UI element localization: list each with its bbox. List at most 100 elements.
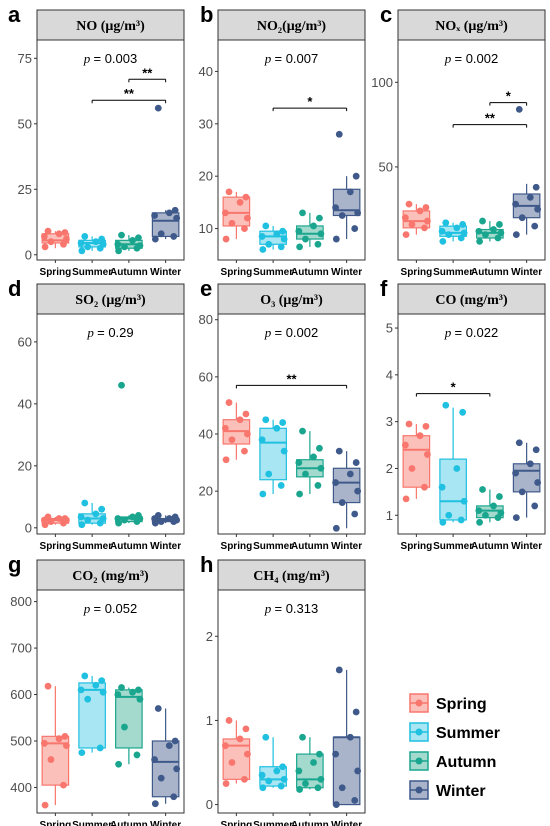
data-point (424, 451, 431, 458)
y-tick-label: 5 (386, 321, 393, 336)
data-point (222, 456, 230, 464)
y-tick-label: 20 (199, 484, 213, 499)
y-tick-label: 60 (18, 334, 32, 349)
data-point (532, 446, 540, 454)
plot-area (217, 39, 366, 261)
data-point (173, 214, 181, 222)
data-point (351, 796, 359, 804)
data-point (531, 222, 539, 230)
data-point (78, 749, 86, 757)
data-point (171, 513, 179, 521)
data-point (81, 233, 89, 240)
y-tick-label: 3 (386, 414, 393, 429)
y-tick-label: 40 (199, 427, 213, 442)
data-point (92, 510, 100, 518)
data-point (98, 505, 106, 513)
data-point (310, 759, 317, 766)
sig-label: ** (124, 86, 135, 101)
data-point (77, 686, 85, 694)
sig-label: * (506, 89, 512, 104)
data-point (512, 514, 520, 522)
data-point (241, 775, 248, 783)
data-point (280, 235, 288, 243)
y-tick-label: 80 (199, 312, 213, 327)
data-point (44, 227, 52, 235)
data-point (61, 229, 69, 236)
data-point (442, 401, 450, 409)
data-point (490, 226, 497, 233)
data-point (265, 240, 273, 248)
panel-letter: h (200, 552, 213, 577)
data-point (416, 432, 424, 440)
x-category-label: Summer (433, 541, 473, 552)
data-point (302, 470, 309, 478)
data-point (453, 465, 461, 472)
data-point (402, 231, 410, 239)
data-point (151, 235, 159, 243)
data-point (479, 486, 486, 493)
legend-label: Autumn (436, 754, 496, 771)
data-point (310, 222, 317, 230)
p-value-text: = 0.002 (455, 51, 499, 66)
y-tick-label: 40 (18, 396, 32, 411)
data-point (47, 756, 55, 763)
x-category-label: Winter (511, 541, 542, 552)
data-point (352, 172, 360, 180)
box-iqr (151, 212, 180, 238)
data-point (277, 243, 285, 251)
data-point (445, 511, 453, 519)
data-point (258, 771, 266, 779)
data-point (136, 695, 144, 703)
data-point (490, 502, 497, 510)
facet-title: O₃ (μg/m³) (260, 293, 323, 308)
data-point (118, 684, 125, 691)
data-point (351, 510, 359, 518)
x-category-label: Spring (221, 267, 253, 278)
y-tick-label: 10 (199, 221, 213, 236)
sig-label: ** (286, 371, 297, 386)
data-point (77, 513, 85, 521)
data-point (99, 240, 107, 248)
data-point (405, 420, 413, 428)
data-point (416, 207, 424, 215)
data-point (170, 233, 178, 240)
sig-label: * (451, 380, 457, 395)
data-point (154, 705, 162, 712)
data-point (439, 518, 447, 526)
data-point (135, 234, 142, 242)
facet-title: SO₂ (μg/m³) (75, 293, 146, 308)
data-point (317, 775, 325, 783)
p-value-text: = 0.052 (94, 601, 138, 616)
data-point (78, 247, 86, 255)
data-point (133, 751, 141, 759)
data-point (421, 483, 428, 491)
y-tick-label: 25 (18, 182, 32, 197)
data-point (299, 427, 306, 435)
data-point (518, 214, 526, 222)
data-point (277, 482, 285, 489)
data-point (55, 515, 63, 522)
data-point (459, 408, 467, 416)
data-point (405, 200, 413, 208)
data-point (129, 236, 136, 244)
data-point (236, 198, 244, 206)
data-point (439, 237, 447, 245)
y-tick-label: 400 (10, 780, 32, 795)
x-category-label: Winter (150, 541, 181, 552)
data-point (259, 784, 267, 792)
data-point (121, 243, 128, 251)
legend-key-dot (415, 757, 423, 765)
y-tick-label: 1 (206, 713, 213, 728)
box-spring (222, 191, 251, 240)
data-point (279, 763, 287, 771)
data-point (332, 204, 339, 212)
data-point (165, 742, 173, 750)
x-category-label: Autumn (471, 541, 509, 552)
data-point (332, 750, 339, 758)
data-point (295, 767, 303, 775)
p-value: p = 0.003 (83, 51, 138, 66)
facet-title: CO₂ (mg/m³) (72, 569, 149, 584)
data-point (534, 205, 542, 213)
